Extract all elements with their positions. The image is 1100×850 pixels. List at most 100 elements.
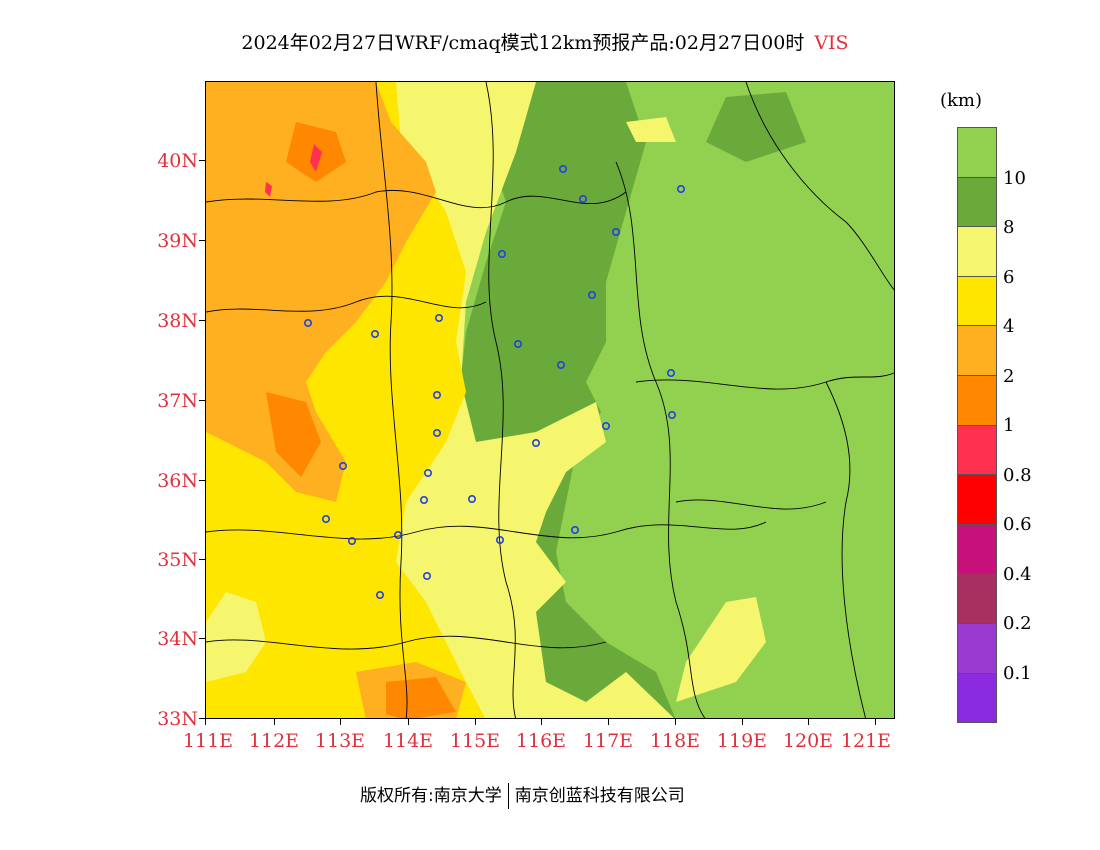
y-tick bbox=[199, 638, 205, 639]
colorbar-segment bbox=[958, 227, 996, 277]
colorbar-label: 0.4 bbox=[1003, 564, 1032, 585]
footer-divider bbox=[507, 783, 509, 809]
colorbar-label: 8 bbox=[1003, 217, 1015, 238]
colorbar-segment bbox=[958, 276, 996, 327]
colorbar-segment bbox=[958, 475, 996, 525]
vis-zone-6-8km-south bbox=[676, 597, 766, 702]
legend-unit: (km) bbox=[940, 90, 983, 111]
city-marker bbox=[322, 514, 331, 523]
lat-label-35n: 35N bbox=[157, 549, 198, 571]
city-marker bbox=[611, 228, 620, 237]
colorbar-segment bbox=[958, 425, 996, 476]
vis-zone-2-4km bbox=[206, 82, 436, 502]
colorbar-label: 6 bbox=[1003, 267, 1015, 288]
colorbar-label: 1 bbox=[1003, 415, 1015, 436]
city-marker bbox=[676, 185, 685, 194]
chart-title: 2024年02月27日WRF/cmaq模式12km预报产品:02月27日00时 V… bbox=[0, 28, 1090, 55]
city-marker bbox=[433, 428, 442, 437]
x-tick bbox=[475, 719, 476, 725]
city-marker bbox=[420, 495, 429, 504]
y-tick bbox=[199, 400, 205, 401]
x-tick bbox=[875, 719, 876, 725]
y-tick bbox=[199, 480, 205, 481]
city-marker bbox=[371, 330, 380, 339]
colorbar-segment bbox=[958, 128, 996, 178]
vis-zone-under-1km-west bbox=[265, 182, 272, 197]
y-tick bbox=[199, 718, 205, 719]
city-marker bbox=[570, 525, 579, 534]
city-marker bbox=[578, 195, 587, 204]
lat-label-37n: 37N bbox=[157, 390, 198, 412]
lat-label-36n: 36N bbox=[157, 470, 198, 492]
city-marker bbox=[556, 360, 565, 369]
colorbar-segment bbox=[958, 375, 996, 426]
x-tick bbox=[205, 719, 206, 725]
vis-zone-8-10km-ne bbox=[706, 92, 806, 162]
city-marker bbox=[376, 590, 385, 599]
y-tick bbox=[199, 160, 205, 161]
lon-label-115e: 115E bbox=[449, 730, 501, 752]
y-tick bbox=[199, 320, 205, 321]
city-marker bbox=[339, 461, 348, 470]
city-marker bbox=[435, 314, 444, 323]
city-marker bbox=[587, 291, 596, 300]
lon-label-120e: 120E bbox=[782, 730, 834, 752]
admin-boundaries bbox=[206, 82, 894, 718]
lon-label-118e: 118E bbox=[649, 730, 701, 752]
colorbar-segment bbox=[958, 623, 996, 674]
vis-zone-6-8km-west bbox=[206, 592, 266, 682]
y-tick bbox=[199, 240, 205, 241]
x-tick bbox=[541, 719, 542, 725]
x-tick bbox=[808, 719, 809, 725]
visibility-field bbox=[206, 82, 894, 718]
colorbar-label: 0.6 bbox=[1003, 514, 1032, 535]
lat-label-40n: 40N bbox=[157, 150, 198, 172]
city-marker bbox=[424, 468, 433, 477]
lon-label-117e: 117E bbox=[582, 730, 634, 752]
company-name: 南京创蓝科技有限公司 bbox=[514, 786, 685, 806]
lon-label-114e: 114E bbox=[382, 730, 434, 752]
visibility-map bbox=[205, 81, 895, 719]
city-marker bbox=[348, 536, 357, 545]
lon-label-121e: 121E bbox=[840, 730, 892, 752]
lon-label-113e: 113E bbox=[314, 730, 366, 752]
city-marker bbox=[666, 368, 675, 377]
lat-label-38n: 38N bbox=[157, 310, 198, 332]
lat-label-39n: 39N bbox=[157, 230, 198, 252]
x-tick bbox=[274, 719, 275, 725]
vis-zone-1-2km-mid bbox=[266, 392, 321, 477]
colorbar-segment bbox=[958, 524, 996, 575]
footer-credits: 版权所有:南京大学 南京创蓝科技有限公司 bbox=[360, 781, 685, 809]
city-marker bbox=[601, 421, 610, 430]
city-marker bbox=[513, 339, 522, 348]
variable-name: VIS bbox=[814, 32, 849, 54]
x-tick bbox=[608, 719, 609, 725]
city-marker bbox=[497, 250, 506, 259]
city-marker bbox=[495, 535, 504, 544]
colorbar-segment bbox=[958, 673, 996, 724]
vis-zone-1-2km-south bbox=[386, 677, 456, 718]
title-text: 2024年02月27日WRF/cmaq模式12km预报产品:02月27日00时 bbox=[241, 32, 805, 54]
colorbar-label: 10 bbox=[1003, 168, 1026, 189]
city-marker bbox=[433, 390, 442, 399]
copyright-owner: 版权所有:南京大学 bbox=[360, 786, 502, 806]
colorbar-segment bbox=[958, 574, 996, 624]
city-markers bbox=[304, 165, 685, 599]
city-marker bbox=[304, 319, 313, 328]
lat-label-34n: 34N bbox=[157, 628, 198, 650]
lat-label-33n: 33N bbox=[157, 708, 198, 730]
lon-label-119e: 119E bbox=[716, 730, 768, 752]
x-tick bbox=[340, 719, 341, 725]
colorbar-label: 2 bbox=[1003, 366, 1015, 387]
lon-label-112e: 112E bbox=[248, 730, 300, 752]
vis-zone-under-1km bbox=[310, 144, 322, 172]
x-tick bbox=[742, 719, 743, 725]
x-tick bbox=[675, 719, 676, 725]
x-tick bbox=[408, 719, 409, 725]
colorbar-segment bbox=[958, 177, 996, 228]
colorbar-label: 0.1 bbox=[1003, 663, 1032, 684]
vis-zone-6-8km-north bbox=[626, 117, 676, 142]
y-tick bbox=[199, 559, 205, 560]
colorbar bbox=[957, 127, 997, 724]
colorbar-label: 4 bbox=[1003, 316, 1015, 337]
